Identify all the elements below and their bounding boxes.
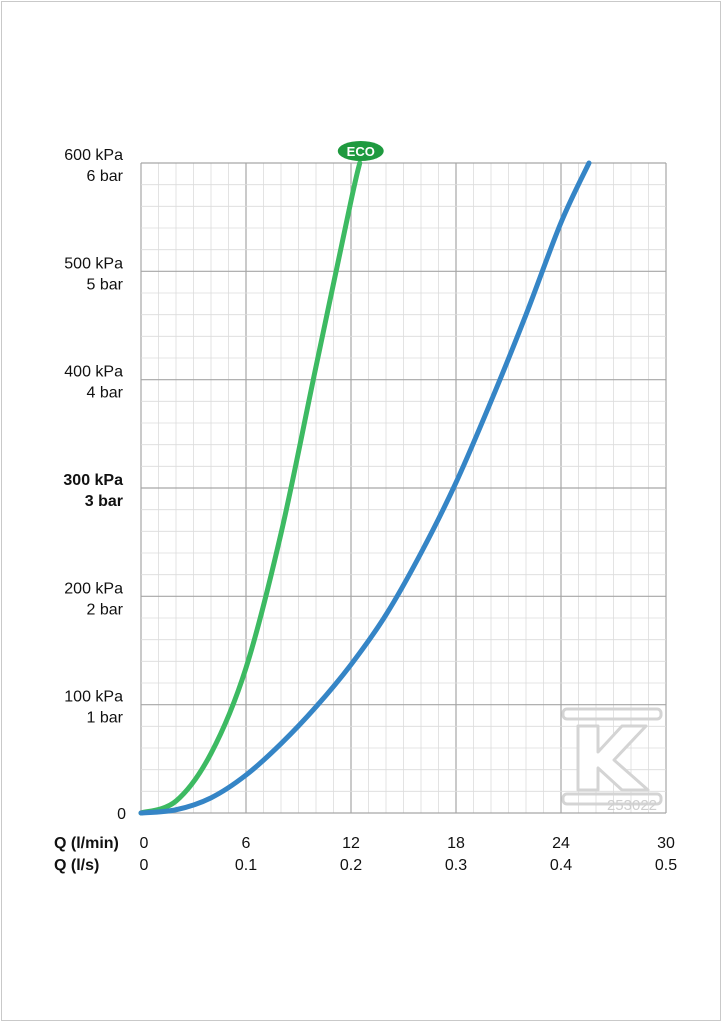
- x-tick-label-lmin: 30: [657, 835, 675, 852]
- watermark-bar-top: [561, 707, 663, 721]
- x-tick-label-lmin: 0: [140, 835, 149, 852]
- eco-badge-label: ECO: [347, 144, 375, 159]
- x-tick-label-lmin: 12: [342, 835, 360, 852]
- chart-series: ECO: [138, 141, 592, 816]
- x-tick-label-ls: 0.3: [445, 857, 467, 874]
- y-tick-label-kpa: 200 kPa: [64, 580, 123, 597]
- watermark-number: 253022: [607, 797, 657, 814]
- y-tick-label-kpa: 500 kPa: [64, 255, 123, 272]
- y-tick-label-kpa: 600 kPa: [64, 147, 123, 164]
- series-standard-line: [138, 160, 592, 816]
- watermark-logo: 253022: [561, 707, 663, 814]
- y-tick-label-kpa: 100 kPa: [64, 689, 123, 706]
- watermark-k-letter: [576, 724, 650, 792]
- x-tick-label-ls: 0: [140, 857, 149, 874]
- y-tick-label-bar: 5 bar: [87, 276, 124, 293]
- x-axis-title-ls: Q (l/s): [54, 857, 99, 874]
- y-tick-label-bar: 4 bar: [87, 385, 124, 402]
- series-eco-line: [138, 160, 363, 816]
- x-tick-label-ls: 0.4: [550, 857, 572, 874]
- y-tick-label-bar: 6 bar: [87, 168, 124, 185]
- y-tick-label-zero: 0: [117, 806, 126, 823]
- chart-grid: [140, 162, 667, 814]
- y-tick-label-kpa: 400 kPa: [64, 364, 123, 381]
- eco-badge: [337, 141, 384, 161]
- x-tick-label-ls: 0.2: [340, 857, 362, 874]
- y-axis-labels: 0 100 kPa 1 bar 200 kPa 2 bar 300 kPa 3 bar 400…: [63, 147, 126, 823]
- y-tick-label-kpa: 300 kPa: [63, 472, 123, 489]
- x-axis-title-lmin: Q (l/min): [54, 835, 119, 852]
- watermark-bar-bottom: [561, 792, 663, 806]
- x-tick-label-lmin: 6: [242, 835, 251, 852]
- x-tick-label-lmin: 18: [447, 835, 465, 852]
- y-tick-label-bar: 1 bar: [87, 710, 124, 727]
- y-tick-label-bar: 3 bar: [85, 493, 123, 510]
- x-tick-label-lmin: 24: [552, 835, 570, 852]
- x-tick-label-ls: 0.1: [235, 857, 257, 874]
- y-tick-label-bar: 2 bar: [87, 601, 124, 618]
- x-axis-labels: Q (l/min) Q (l/s) 0 0 6 0.1 12 0.2 18 0.3 24 0.4 30 0…: [54, 835, 677, 874]
- x-tick-label-ls: 0.5: [655, 857, 677, 874]
